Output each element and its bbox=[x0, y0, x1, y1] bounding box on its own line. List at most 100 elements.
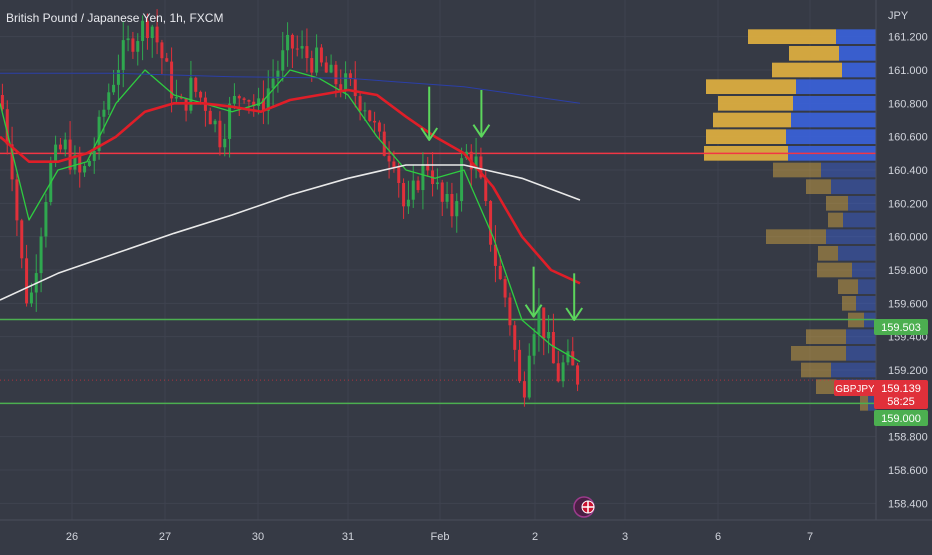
candle-body bbox=[194, 77, 198, 92]
candle-body bbox=[116, 69, 120, 85]
candle-body bbox=[102, 109, 106, 117]
volume-bar-up bbox=[806, 179, 831, 194]
candle-body bbox=[373, 120, 377, 123]
candle-body bbox=[39, 236, 43, 274]
candle-body bbox=[460, 158, 464, 202]
candle-body bbox=[503, 279, 507, 298]
current-price: 159.139 bbox=[881, 383, 921, 395]
candle-body bbox=[513, 325, 517, 350]
candles bbox=[0, 9, 580, 407]
candle-body bbox=[334, 64, 338, 85]
candle-body bbox=[54, 144, 58, 163]
support-badge: 159.000 bbox=[874, 410, 928, 426]
candle-body bbox=[10, 144, 14, 180]
volume-bar-up bbox=[706, 129, 786, 144]
time-tick-label: 7 bbox=[807, 531, 813, 543]
event-flag-icon[interactable] bbox=[573, 496, 595, 518]
candle-body bbox=[29, 292, 33, 304]
candle-body bbox=[252, 101, 256, 106]
time-tick-label: 26 bbox=[66, 531, 78, 543]
candle-body bbox=[435, 182, 439, 185]
candle-body bbox=[276, 70, 280, 79]
time-tick-label: 6 bbox=[715, 531, 721, 543]
candle-body bbox=[450, 193, 454, 217]
candle-body bbox=[315, 47, 319, 73]
volume-bar-up bbox=[791, 346, 846, 361]
candle-body bbox=[150, 26, 154, 39]
candle-body bbox=[363, 110, 367, 112]
volume-bar-down bbox=[858, 279, 876, 294]
candle-body bbox=[242, 98, 246, 101]
time-ticks: 26 27 30 31 Feb 2 3 6 7 bbox=[66, 531, 813, 543]
price-tick-label: 158.600 bbox=[888, 465, 928, 477]
candle-body bbox=[0, 95, 4, 110]
chart-title: British Pound / Japanese Yen, 1h, FXCM bbox=[6, 11, 223, 25]
symbol-label: GBPJPY bbox=[835, 384, 875, 395]
price-tick-label: 160.000 bbox=[888, 232, 928, 244]
price-tick-label: 160.200 bbox=[888, 198, 928, 210]
support-price: 159.000 bbox=[881, 413, 921, 425]
time-tick-label: 3 bbox=[622, 531, 628, 543]
candle-body bbox=[348, 73, 352, 80]
volume-bar-down bbox=[843, 212, 876, 228]
candle-body bbox=[68, 139, 72, 170]
candle-body bbox=[5, 109, 9, 145]
moving-averages bbox=[0, 69, 581, 363]
volume-bar-up bbox=[789, 46, 839, 61]
moving-average-red[interactable] bbox=[0, 88, 581, 285]
time-tick-label: 31 bbox=[342, 531, 354, 543]
candle-body bbox=[445, 193, 449, 202]
volume-bar-down bbox=[831, 362, 876, 378]
candle-body bbox=[329, 64, 333, 73]
candle-body bbox=[286, 34, 290, 51]
arrow-head bbox=[565, 307, 584, 321]
candle-body bbox=[421, 163, 425, 191]
candle-body bbox=[160, 42, 164, 59]
time-axis-panel[interactable] bbox=[0, 520, 932, 550]
candle-body bbox=[155, 26, 159, 43]
price-axis-panel[interactable] bbox=[876, 0, 932, 520]
price-tick-label: 161.200 bbox=[888, 32, 928, 44]
time-tick-label: 30 bbox=[252, 531, 264, 543]
current-price-badge: GBPJPY 159.139 58:25 bbox=[834, 380, 928, 409]
candle-body bbox=[508, 297, 512, 326]
candle-body bbox=[368, 110, 372, 121]
candle-body bbox=[92, 150, 96, 161]
candle-body bbox=[324, 62, 328, 73]
volume-bar-down bbox=[796, 79, 876, 94]
moving-average-white[interactable] bbox=[0, 164, 581, 301]
candle-body bbox=[542, 307, 546, 339]
candle-body bbox=[551, 332, 555, 364]
time-tick-label: 2 bbox=[532, 531, 538, 543]
candle-body bbox=[561, 362, 565, 382]
candle-body bbox=[387, 155, 391, 162]
candle-body bbox=[319, 47, 323, 63]
candle-body bbox=[402, 182, 406, 207]
candle-body bbox=[73, 154, 77, 170]
volume-bar-down bbox=[846, 329, 876, 344]
candle-body bbox=[300, 46, 304, 49]
moving-average-green[interactable] bbox=[0, 69, 581, 363]
resistance-price: 159.503 bbox=[881, 322, 921, 334]
candle-body bbox=[571, 351, 575, 366]
volume-bar-down bbox=[848, 196, 876, 211]
candle-body bbox=[199, 91, 203, 98]
candle-body bbox=[474, 156, 478, 170]
arrow-head bbox=[472, 124, 491, 138]
candle-body bbox=[20, 220, 24, 259]
volume-bar-up bbox=[772, 62, 842, 78]
candle-body bbox=[63, 139, 67, 150]
volume-bar-down bbox=[786, 129, 876, 144]
volume-bar-down bbox=[793, 96, 876, 111]
moving-average-blue[interactable] bbox=[0, 72, 581, 104]
volume-bar-down bbox=[821, 162, 876, 178]
volume-bar-up bbox=[766, 229, 826, 244]
candle-body bbox=[266, 88, 270, 111]
candle-body bbox=[112, 84, 116, 93]
volume-bar-up bbox=[713, 112, 791, 128]
volume-bar-up bbox=[748, 29, 836, 44]
resistance-badge: 159.503 bbox=[874, 319, 928, 335]
candle-body bbox=[547, 332, 551, 339]
